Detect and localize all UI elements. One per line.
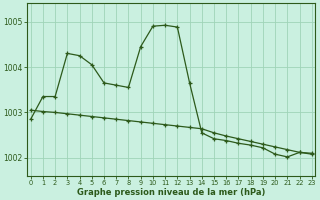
X-axis label: Graphe pression niveau de la mer (hPa): Graphe pression niveau de la mer (hPa)	[77, 188, 266, 197]
